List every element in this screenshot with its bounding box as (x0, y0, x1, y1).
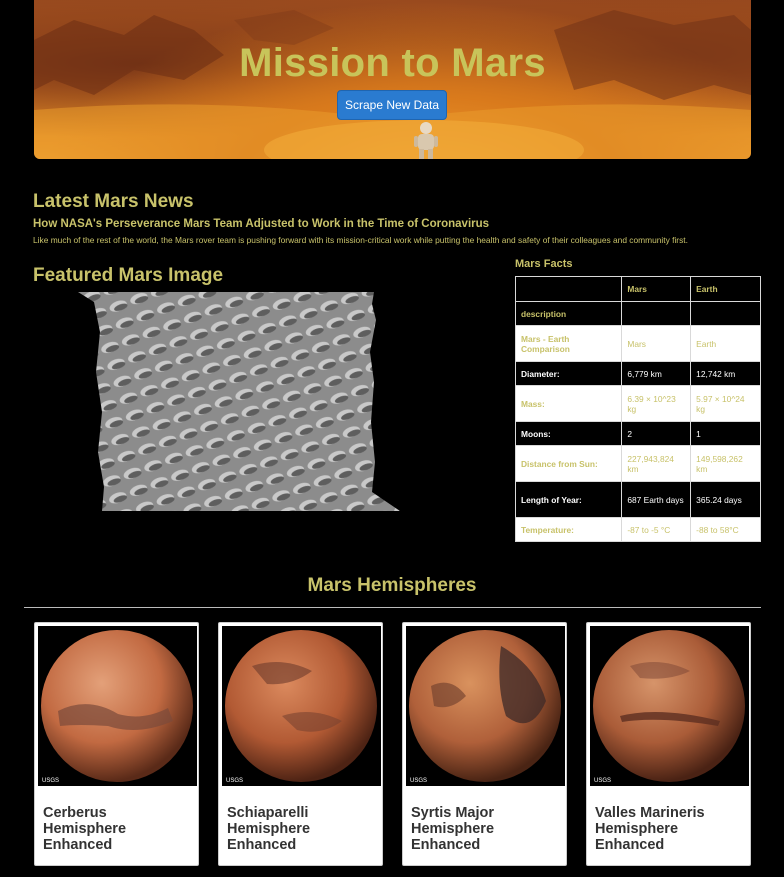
table-row: Mass: 6.39 × 10^23 kg 5.97 × 10^24 kg (514, 385, 761, 422)
earth-value: Earth (690, 325, 761, 362)
table-row: Temperature: -87 to -5 °C -88 to 58°C (514, 517, 761, 542)
news-teaser: Like much of the rest of the world, the … (33, 235, 688, 245)
hemisphere-thumbnail[interactable]: USGS (406, 626, 565, 786)
latest-news-heading: Latest Mars News (33, 191, 194, 212)
hemisphere-thumbnail[interactable]: USGS (38, 626, 197, 786)
hemisphere-card-valles-marineris[interactable]: USGS Valles Marineris Hemisphere Enhance… (586, 622, 751, 866)
table-row: description (514, 301, 761, 326)
hemispheres-heading: Mars Hemispheres (307, 575, 477, 596)
mars-globe-image: USGS (409, 630, 561, 784)
earth-value: 12,742 km (690, 361, 761, 386)
mars-value: 227,943,824 km (621, 445, 692, 482)
row-label: description (514, 301, 623, 326)
mars-globe-image: USGS (593, 630, 745, 784)
table-header-row: Mars Earth (514, 276, 761, 302)
mars-globe-image: USGS (41, 630, 193, 784)
hemisphere-card-syrtis-major[interactable]: USGS Syrtis Major Hemisphere Enhanced (402, 622, 567, 866)
mars-value: 2 (621, 421, 692, 446)
usgs-logo-text: USGS (226, 778, 243, 784)
mars-facts-heading: Mars Facts (515, 258, 573, 270)
row-label: Distance from Sun: (514, 445, 623, 482)
hemisphere-title: Schiaparelli Hemisphere Enhanced (227, 805, 311, 853)
featured-image-heading: Featured Mars Image (33, 265, 224, 286)
table-row: Mars - Earth Comparison Mars Earth (514, 325, 761, 362)
hemisphere-card-cerberus[interactable]: USGS Cerberus Hemisphere Enhanced (34, 622, 199, 866)
hemisphere-title: Cerberus Hemisphere Enhanced (43, 805, 127, 853)
table-header-cell (514, 276, 623, 302)
table-header-cell: Earth (690, 276, 761, 302)
row-label: Length of Year: (514, 481, 623, 518)
row-label: Temperature: (514, 517, 623, 542)
featured-mars-image (78, 292, 400, 511)
table-row: Length of Year: 687 Earth days 365.24 da… (514, 481, 761, 518)
mars-value: 6.39 × 10^23 kg (621, 385, 692, 422)
mars-landscape-background (34, 10, 751, 159)
table-row: Moons: 2 1 (514, 421, 761, 446)
row-label: Mars - Earth Comparison (514, 325, 623, 362)
table-row: Diameter: 6,779 km 12,742 km (514, 361, 761, 386)
usgs-logo-text: USGS (410, 778, 427, 784)
jumbotron-banner: Mission to Mars (34, 0, 751, 159)
earth-value: 1 (690, 421, 761, 446)
news-headline: How NASA's Perseverance Mars Team Adjust… (33, 218, 490, 230)
section-divider (24, 607, 761, 608)
mars-facts-table: Mars Earth description Mars - Earth Comp… (514, 276, 761, 542)
table-row: Distance from Sun: 227,943,824 km 149,59… (514, 445, 761, 482)
usgs-logo-text: USGS (42, 778, 59, 784)
earth-value (690, 301, 761, 326)
mars-value (621, 301, 692, 326)
earth-value: 5.97 × 10^24 kg (690, 385, 761, 422)
hemisphere-thumbnail[interactable]: USGS (222, 626, 381, 786)
mars-value: 687 Earth days (621, 481, 692, 518)
hemisphere-title: Valles Marineris Hemisphere Enhanced (595, 805, 705, 853)
mars-value: Mars (621, 325, 692, 362)
scrape-new-data-button[interactable]: Scrape New Data (337, 90, 447, 120)
usgs-logo-text: USGS (594, 778, 611, 784)
row-label: Moons: (514, 421, 623, 446)
earth-value: 365.24 days (690, 481, 761, 518)
mars-value: 6,779 km (621, 361, 692, 386)
mars-globe-image: USGS (225, 630, 377, 784)
table-header-cell: Mars (621, 276, 692, 302)
earth-value: 149,598,262 km (690, 445, 761, 482)
page-title: Mission to Mars (239, 41, 546, 85)
hemisphere-title: Syrtis Major Hemisphere Enhanced (411, 805, 495, 853)
hemisphere-card-schiaparelli[interactable]: USGS Schiaparelli Hemisphere Enhanced (218, 622, 383, 866)
astronaut-icon (414, 122, 438, 159)
row-label: Mass: (514, 385, 623, 422)
mars-value: -87 to -5 °C (621, 517, 692, 542)
row-label: Diameter: (514, 361, 623, 386)
hemisphere-thumbnail[interactable]: USGS (590, 626, 749, 786)
earth-value: -88 to 58°C (690, 517, 761, 542)
